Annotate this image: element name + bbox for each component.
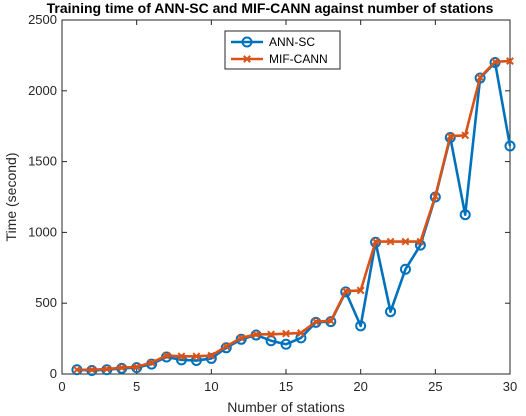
y-tick-label: 2000 <box>28 83 57 98</box>
legend-entry: MIF-CANN <box>231 52 328 66</box>
data-point-circle <box>399 263 411 275</box>
series-layer <box>71 56 516 376</box>
x-tick-label: 10 <box>204 379 218 394</box>
data-point-circle <box>280 338 292 350</box>
data-point-x <box>491 57 499 66</box>
data-point-x <box>132 363 141 371</box>
data-point-x <box>147 358 156 367</box>
y-tick-label: 2500 <box>28 12 57 27</box>
y-tick-label: 500 <box>35 295 57 310</box>
x-tick-label: 5 <box>133 379 140 394</box>
data-point-x <box>371 237 380 246</box>
data-point-x <box>252 330 261 339</box>
data-point-x <box>282 329 290 338</box>
data-point-x <box>297 329 305 337</box>
plot-area <box>61 19 511 375</box>
data-point-x <box>237 333 246 342</box>
legend-marker <box>243 55 251 63</box>
data-point-x <box>431 192 440 201</box>
data-point-x <box>117 363 126 372</box>
data-point-x <box>102 365 111 373</box>
data-point-x <box>207 351 216 360</box>
legend-marker <box>241 36 253 48</box>
data-point-x <box>87 365 96 374</box>
data-point-circle <box>504 140 516 152</box>
data-point-x <box>267 330 275 339</box>
data-point-x <box>461 131 470 140</box>
x-tick-label: 20 <box>353 379 367 394</box>
x-tick-label: 30 <box>503 379 517 394</box>
series-mif-cann <box>73 57 514 374</box>
y-tick-label: 1500 <box>28 154 57 169</box>
data-point-x <box>192 352 201 361</box>
data-point-x <box>73 365 81 374</box>
chart-title: Training time of ANN-SC and MIF-CANN aga… <box>47 0 494 16</box>
x-tick-label: 25 <box>428 379 442 394</box>
data-point-x <box>311 317 320 326</box>
data-point-circle <box>385 306 397 318</box>
data-point-circle <box>355 320 367 332</box>
data-point-x <box>476 73 485 82</box>
legend-entry: ANN-SC <box>231 35 315 49</box>
data-point-x <box>386 237 395 246</box>
axis-ticks: 0 5 10 15 20 25 30 0 500 1000 1500 2000 2500 <box>28 12 517 394</box>
data-point-x <box>446 132 455 141</box>
data-point-x <box>326 316 335 325</box>
y-tick-label: 1000 <box>28 224 57 239</box>
y-tick-label: 0 <box>50 366 57 381</box>
data-point-circle <box>444 132 456 144</box>
data-point-x <box>222 342 231 351</box>
data-point-x <box>356 286 365 295</box>
legend: ANN-SC MIF-CANN <box>224 30 341 70</box>
data-point-circle <box>459 209 471 221</box>
series-line <box>76 59 511 372</box>
legend-label: MIF-CANN <box>269 52 328 66</box>
data-point-x <box>341 287 350 296</box>
x-tick-label: 15 <box>279 379 293 394</box>
x-tick-label: 0 <box>58 379 65 394</box>
data-point-x <box>401 237 410 246</box>
data-point-x <box>416 237 425 246</box>
data-point-x <box>506 57 514 65</box>
data-point-x <box>162 351 171 360</box>
x-axis-title: Number of stations <box>227 399 345 415</box>
data-point-x <box>177 352 186 361</box>
data-point-circle <box>265 335 277 347</box>
data-point-circle <box>205 352 217 364</box>
legend-label: ANN-SC <box>269 35 315 49</box>
y-axis-title: Time (second) <box>3 153 19 242</box>
